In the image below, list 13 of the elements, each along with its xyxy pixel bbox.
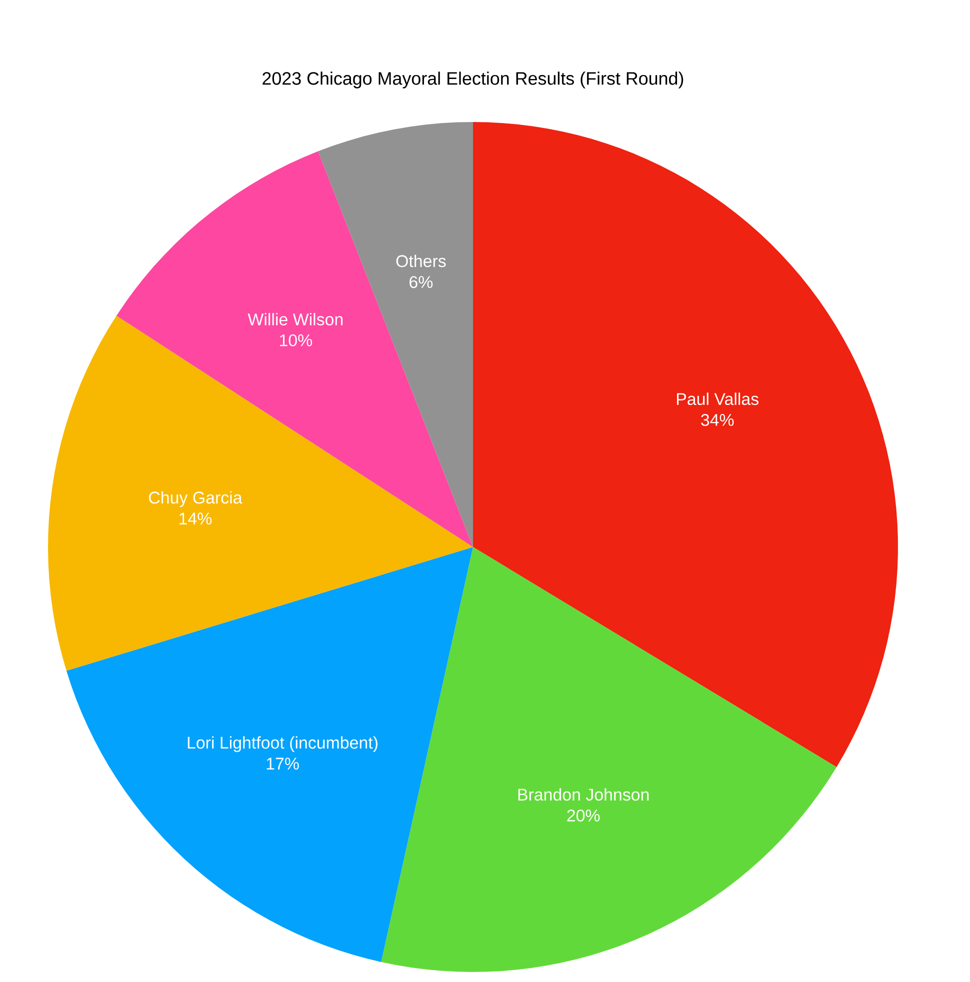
slice-label: Paul Vallas — [677, 392, 758, 406]
slice-label: Others — [396, 254, 446, 268]
data-label: 20% — [567, 810, 600, 822]
data-label: 17% — [266, 758, 299, 770]
slice-label: Willie Wilson — [248, 312, 343, 326]
slice-label: Brandon Johnson — [518, 788, 649, 801]
data-label: 14% — [180, 512, 212, 525]
data-label: 10% — [280, 334, 312, 346]
slice-label: Chuy Garcia — [149, 491, 242, 508]
chart-title: 2023 Chicago Mayoral Election Results (First Round) — [262, 72, 684, 88]
slice-label: Lori Lightfoot (incumbent) — [188, 736, 378, 752]
data-label: 6% — [410, 276, 433, 288]
data-label: 34% — [701, 414, 734, 426]
